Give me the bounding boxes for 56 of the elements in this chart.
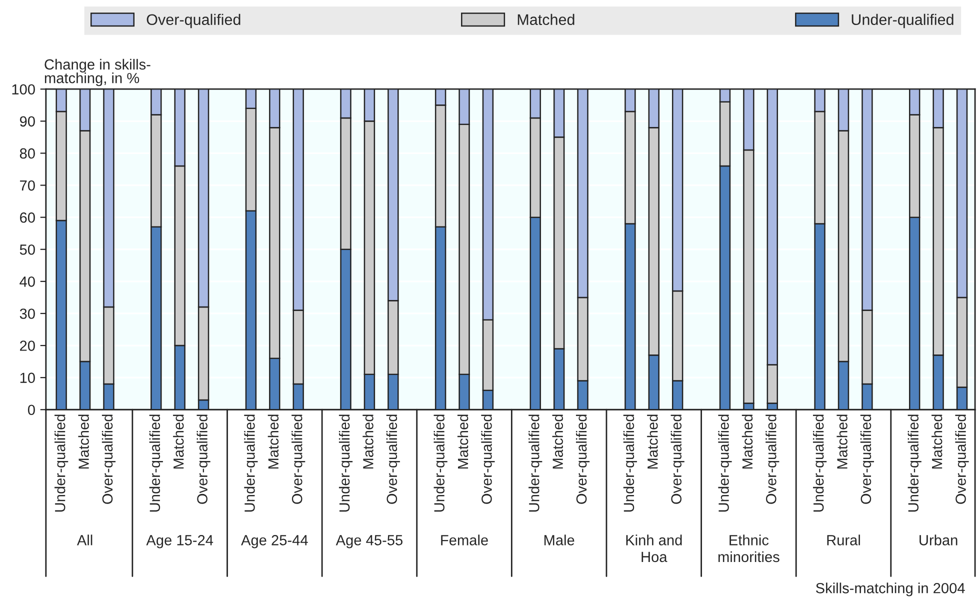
text: Urban <box>920 534 958 546</box>
x-tick-label: Under-qualified <box>54 414 68 512</box>
x-tick-label: Matched <box>647 414 658 469</box>
text: All <box>76 534 92 546</box>
y-tick-label: 40 <box>20 276 35 287</box>
x-axis-title: Skills-matching in 2004 <box>816 582 965 596</box>
x-tick-label: Matched <box>362 414 374 469</box>
x-tick-label: Matched <box>268 414 279 469</box>
y-tick-label: 80 <box>20 148 35 159</box>
x-tick-label: Over-qualified <box>955 414 969 504</box>
y-axis-title: Change in skills-matching, in % <box>44 58 150 86</box>
y-tick-label: 10 <box>20 372 35 384</box>
x-tick-label: Matched <box>742 414 753 469</box>
x-tick-label: Under-qualified <box>338 414 353 512</box>
y-tick-label: 0 <box>28 404 35 416</box>
x-tick-label: Under-qualified <box>908 414 922 512</box>
x-tick-label: Over-qualified <box>196 414 210 504</box>
y-tick-label: 50 <box>20 244 35 255</box>
x-tick-label: Matched <box>836 414 848 469</box>
x-tick-label: Over-qualified <box>670 414 684 504</box>
x-tick-label: Over-qualified <box>576 414 590 504</box>
legend-label: Matched <box>518 14 574 26</box>
y-tick-label: 100 <box>12 84 35 95</box>
x-tick-label: Over-qualified <box>481 414 495 504</box>
text: Kinh and Hoa <box>626 534 682 562</box>
text: Age 15-24 <box>146 535 214 548</box>
x-tick-label: Under-qualified <box>434 414 448 512</box>
text: Age 45-55 <box>336 535 402 548</box>
x-tick-label: Matched <box>932 414 942 469</box>
x-tick-label: Over-qualified <box>860 414 874 504</box>
y-tick-label: 70 <box>20 180 35 191</box>
x-tick-label: Matched <box>552 414 563 469</box>
y-tick-label: 60 <box>20 212 35 223</box>
x-tick-label: Under-qualified <box>813 414 827 512</box>
x-tick-label: Under-qualified <box>244 414 258 512</box>
x-tick-label: Under-qualified <box>623 414 637 512</box>
x-tick-label: Over-qualified <box>292 414 306 504</box>
x-tick-label: Over-qualified <box>386 414 400 504</box>
text: Rural <box>827 534 860 546</box>
x-tick-label: Matched <box>457 414 468 469</box>
x-tick-label: Under-qualified <box>718 414 732 512</box>
x-tick-label: Over-qualified <box>766 414 780 504</box>
legend-label: Under-qualified <box>852 14 954 28</box>
legend-label: Over-qualified <box>146 14 240 28</box>
x-tick-label: Matched <box>173 414 184 469</box>
text: Age 25-44 <box>241 535 308 548</box>
y-tick-label: 30 <box>20 308 35 319</box>
x-tick-label: Under-qualified <box>149 414 163 512</box>
x-tick-label: Under-qualified <box>528 414 542 512</box>
x-tick-label: Over-qualified <box>102 414 116 504</box>
text: Female <box>441 534 488 546</box>
y-tick-label: 90 <box>20 116 35 127</box>
y-tick-label: 20 <box>20 340 35 351</box>
text: Male <box>544 534 574 546</box>
text: Ethnic minorities <box>718 534 780 562</box>
x-tick-label: Matched <box>78 414 89 469</box>
